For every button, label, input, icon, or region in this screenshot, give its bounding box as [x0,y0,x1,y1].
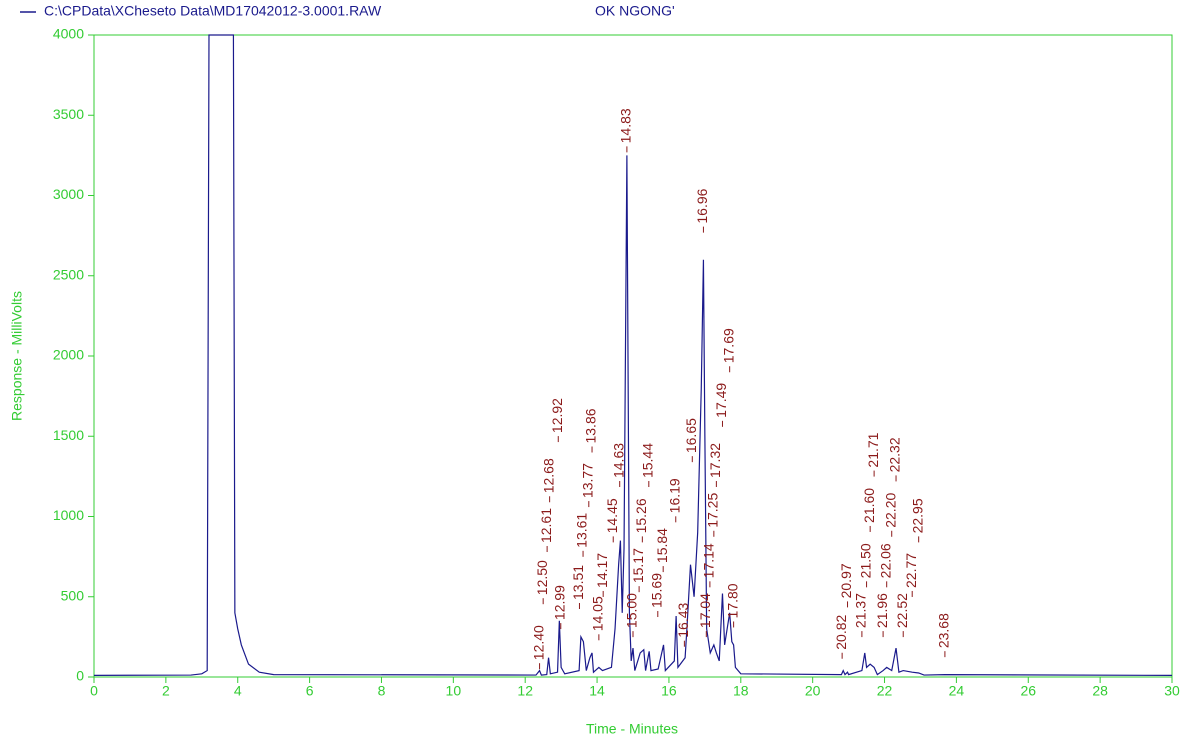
peak-label: 16.43 [675,602,691,637]
chart-title: OK NGONG' [595,3,675,19]
peak-label: 12.92 [549,398,565,433]
peak-label: 17.32 [707,443,723,478]
x-tick-label: 28 [1092,683,1108,699]
peak-label: 12.50 [534,560,550,595]
y-tick-label: 3000 [53,186,84,202]
peak-label: 13.61 [574,513,590,548]
peak-label: 22.06 [877,543,893,578]
x-tick-label: 24 [949,683,965,699]
peak-label: 14.05 [590,596,606,631]
peak-label: 15.44 [640,443,656,478]
peak-label: 21.37 [853,593,869,628]
x-tick-label: 4 [234,683,242,699]
peak-label: 13.86 [583,408,599,443]
peak-label: 12.68 [540,458,556,493]
peak-label: 14.63 [610,443,626,478]
trace [94,34,1173,676]
peak-label: 21.71 [865,432,881,467]
x-tick-label: 20 [805,683,821,699]
peak-label: 22.32 [887,437,903,472]
peak-label: 15.84 [654,528,670,563]
peak-label: 14.17 [594,553,610,588]
peak-label: 17.49 [713,383,729,418]
peak-label: 16.96 [694,188,710,223]
peak-label: 23.68 [936,613,952,648]
peak-label: 22.20 [882,493,898,528]
y-tick-label: 3500 [53,106,84,122]
peak-label: 15.17 [630,548,646,583]
x-tick-label: 30 [1164,683,1180,699]
peak-label: 14.83 [618,108,634,143]
y-tick-label: 500 [61,587,85,603]
y-tick-label: 2500 [53,266,84,282]
x-tick-label: 6 [306,683,314,699]
peak-label: 20.82 [833,615,849,650]
peak-label: 13.77 [580,463,596,498]
plot-frame [93,34,1173,678]
y-tick-label: 4000 [53,26,84,42]
x-tick-label: 0 [90,683,98,699]
peak-label: 15.26 [633,498,649,533]
peak-label: 21.96 [874,593,890,628]
x-tick-label: 16 [661,683,677,699]
peak-label: 22.77 [903,553,919,588]
peak-label: 22.95 [909,498,925,533]
peak-label: 12.61 [538,508,554,543]
peak-label: 12.40 [530,625,546,660]
y-axis-title: Response - MilliVolts [9,291,25,421]
x-tick-label: 8 [378,683,386,699]
x-tick-label: 12 [517,683,533,699]
peak-label: 17.04 [697,593,713,628]
y-tick-label: 1000 [53,507,84,523]
peak-label: 17.25 [705,493,721,528]
x-tick-label: 18 [733,683,749,699]
peak-label: 21.50 [857,543,873,578]
x-tick-label: 2 [162,683,170,699]
x-tick-label: 22 [877,683,893,699]
peak-label: 21.60 [861,488,877,523]
y-tick-label: 0 [76,668,84,684]
peak-label: 16.19 [666,478,682,513]
x-tick-label: 14 [589,683,605,699]
x-axis-title: Time - Minutes [586,721,678,737]
file-name: C:\CPData\XCheseto Data\MD17042012-3.000… [44,3,382,19]
peak-label: 12.99 [551,585,567,620]
peak-label: 17.14 [701,543,717,578]
y-tick-label: 2000 [53,347,84,363]
peak-label: 15.69 [648,573,664,608]
peak-label: 17.69 [720,328,736,363]
peak-label: 16.65 [683,418,699,453]
peak-label: 17.80 [724,583,740,618]
peak-label: 14.45 [604,498,620,533]
peak-label: 20.97 [838,563,854,598]
x-tick-label: 10 [446,683,462,699]
peak-label: 15.00 [624,593,640,628]
peak-label: 22.52 [894,593,910,628]
x-tick-label: 26 [1020,683,1036,699]
y-tick-label: 1500 [53,427,84,443]
peak-label: 13.51 [570,565,586,600]
